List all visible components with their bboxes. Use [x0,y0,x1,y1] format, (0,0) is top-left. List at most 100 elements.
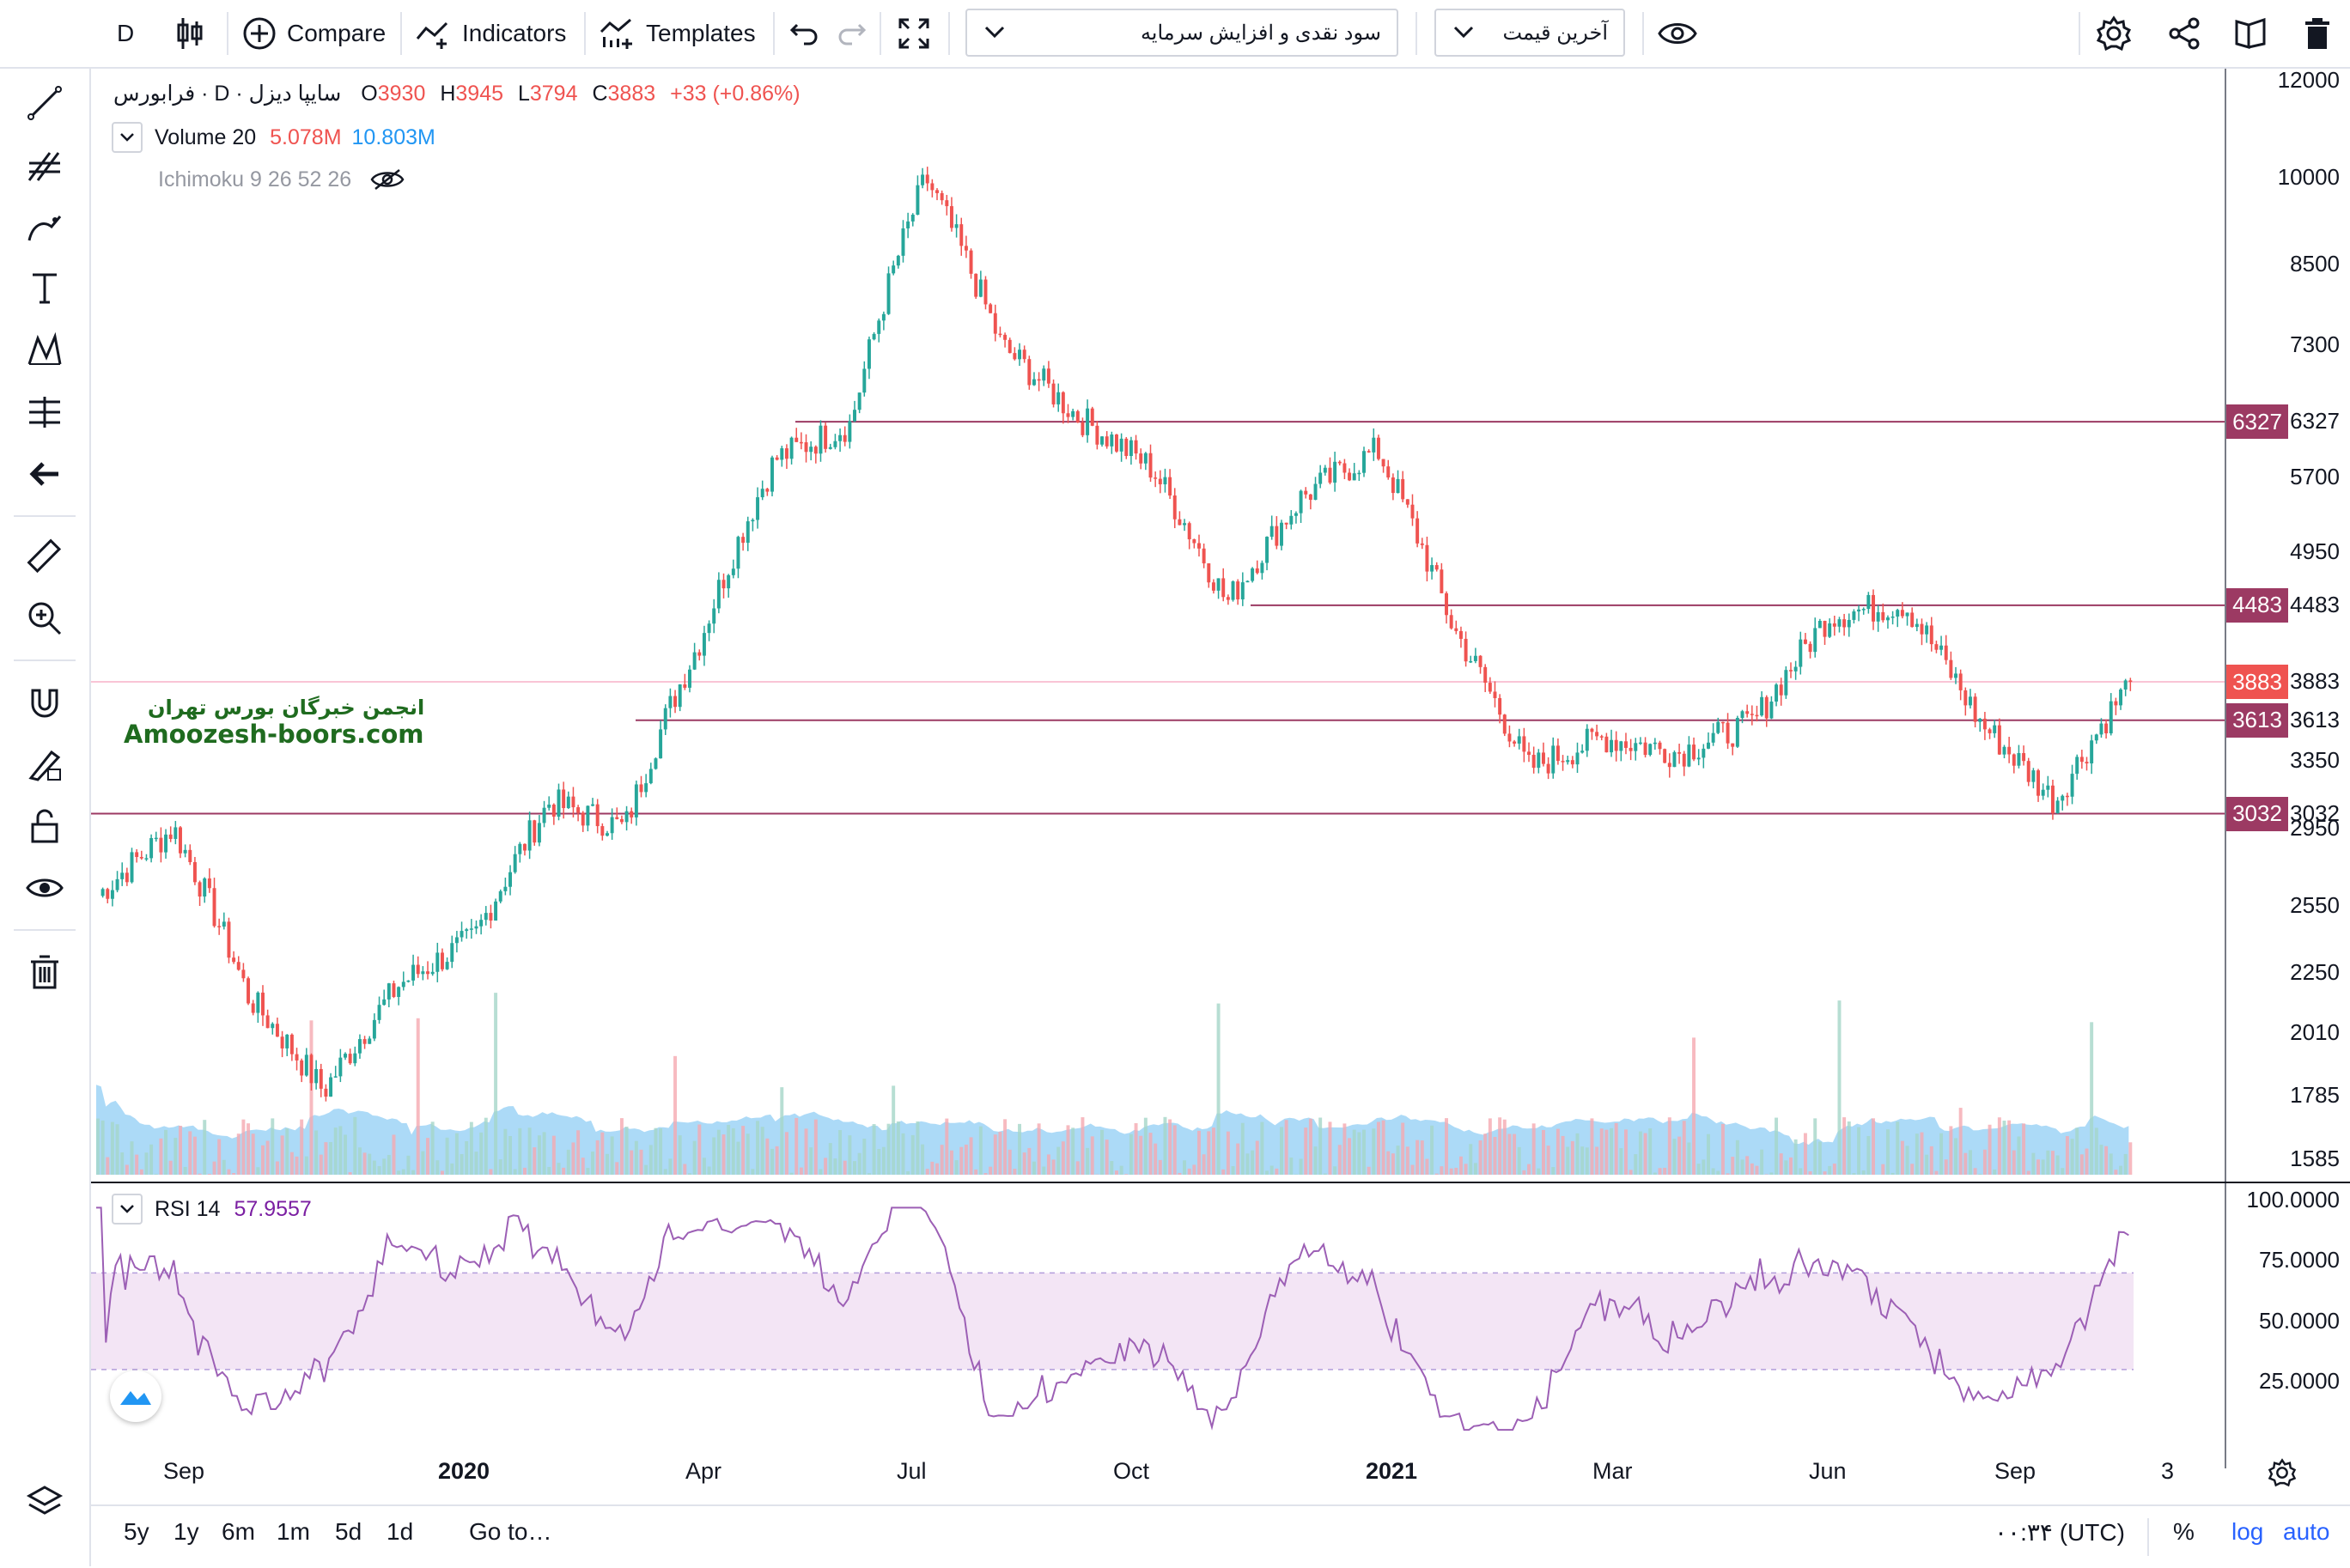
volume-bar [1644,1133,1647,1175]
object-tree-layers-icon[interactable] [22,1479,67,1523]
scale-settings-gear-icon[interactable] [2268,1458,2297,1492]
auto-toggle[interactable]: auto [2283,1518,2330,1546]
candle-body [1411,505,1415,519]
candle-body [1188,523,1191,539]
candle-body [1741,711,1744,718]
volume-bar [606,1154,609,1175]
fib-retracement-icon[interactable] [22,143,67,187]
settings-gear-icon[interactable] [2096,9,2132,58]
candle-body [1915,624,1919,628]
candle-body [193,862,197,882]
range-button-5y[interactable]: 5y [124,1518,149,1546]
price-level-tag[interactable]: 4483 [2226,588,2288,623]
ruler-icon[interactable] [22,534,67,579]
rsi-legend[interactable]: RSI 14 57.9557 [112,1194,312,1225]
magnet-icon[interactable] [22,680,67,725]
candle-body [499,891,502,902]
candle-style-icon[interactable] [175,9,204,58]
range-button-1d[interactable]: 1d [387,1518,413,1546]
dividend-adjust-dropdown[interactable]: سود نقدی و افزایش سرمایه [965,9,1398,57]
price-source-dropdown[interactable]: آخرین قیمت [1434,9,1625,57]
price-level-tag[interactable]: 3613 [2226,703,2288,738]
candle-body [1245,581,1249,583]
candle-body [989,304,992,313]
volume-bar [1600,1128,1604,1175]
pane-separator[interactable] [91,1182,2350,1183]
prediction-tool-icon[interactable] [22,390,67,435]
volume-bar [1998,1117,2001,1175]
delete-trash-icon[interactable] [2302,9,2333,58]
candle-body [1202,549,1206,563]
candle-body [2110,702,2113,733]
volume-bar [1071,1127,1075,1175]
candle-body [411,965,415,981]
brush-icon[interactable] [22,204,67,249]
candle-body [2042,790,2045,796]
watermark-persian: انجمن خبرگان بورس تهران [148,696,424,720]
snapshot-book-icon[interactable] [2233,9,2269,58]
volume-value: 5.078M [270,125,341,150]
zoom-in-icon[interactable] [22,596,67,641]
volume-bar [470,1122,473,1175]
rsi-tick-label: 50.0000 [2259,1308,2340,1334]
price-level-tag[interactable]: 6327 [2226,404,2288,439]
tradingview-logo-icon[interactable] [110,1370,161,1422]
hidden-eye-icon[interactable] [370,167,405,192]
undo-icon[interactable] [788,9,819,58]
volume-bar [1731,1157,1734,1175]
volume-bar [906,1171,910,1175]
range-button-1y[interactable]: 1y [174,1518,199,1546]
volume-bar [1891,1173,1895,1175]
candle-body [1120,439,1123,452]
redo-icon[interactable] [837,9,868,58]
timezone-label[interactable]: ۰۰:۳۴ (UTC) [1994,1518,2125,1547]
open-value: 3930 [378,82,426,106]
trend-line-icon[interactable] [22,81,67,125]
candle-body [1619,741,1622,751]
fullscreen-icon[interactable] [897,9,931,58]
candle-body [450,943,454,962]
eye-icon[interactable] [1658,9,1697,58]
ichimoku-legend[interactable]: Ichimoku 9 26 52 26 [158,167,405,192]
pattern-icon[interactable] [22,328,67,373]
goto-date-button[interactable]: Go to… [469,1518,551,1546]
visibility-eye-icon[interactable] [22,866,67,910]
range-button-5d[interactable]: 5d [335,1518,362,1546]
lock-drawing-icon[interactable] [22,742,67,787]
compare-button[interactable]: Compare [242,9,386,58]
volume-legend[interactable]: Volume 20 5.078M 10.803M [112,122,435,153]
volume-bar [247,1123,250,1175]
candle-body [261,993,265,1016]
symbol-title[interactable]: سایپا دیزل · D · فرابورس [113,82,341,106]
rsi-collapse-chevron-icon[interactable] [112,1194,143,1225]
volume-bar [300,1120,303,1175]
back-arrow-icon[interactable] [22,452,67,496]
chart-pane[interactable] [91,69,2225,1468]
interval-button[interactable]: D [117,9,134,58]
collapse-chevron-icon[interactable] [112,122,143,153]
trash-icon[interactable] [22,950,67,994]
price-chart-svg[interactable] [91,69,2225,1468]
share-icon[interactable] [2168,9,2202,58]
candle-body [1852,611,1855,620]
price-level-tag[interactable]: 3032 [2226,797,2288,831]
volume-bar [950,1151,953,1175]
indicators-button[interactable]: Indicators [416,9,566,58]
volume-bar [1799,1168,1802,1175]
range-button-1m[interactable]: 1m [277,1518,310,1546]
percent-toggle[interactable]: % [2173,1518,2195,1546]
price-level-tag[interactable]: 3883 [2226,665,2288,699]
unlock-icon[interactable] [22,804,67,848]
log-toggle[interactable]: log [2231,1518,2263,1546]
volume-bar [935,1164,939,1175]
range-button-6m[interactable]: 6m [222,1518,255,1546]
templates-button[interactable]: Templates [600,9,756,58]
volume-bar [1872,1118,1875,1175]
text-tool-icon[interactable] [22,266,67,311]
candle-body [1221,578,1225,597]
candle-body [1507,733,1511,741]
volume-bar [503,1129,507,1175]
candle-body [1091,409,1094,426]
